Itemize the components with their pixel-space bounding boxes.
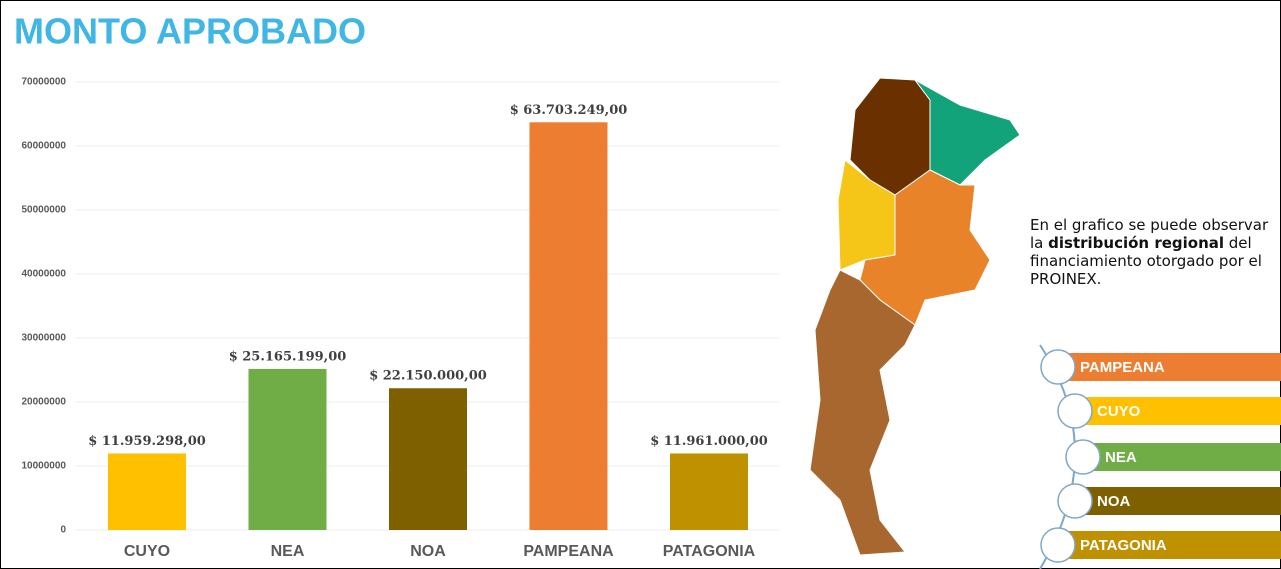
bar (670, 453, 748, 530)
bar (389, 388, 467, 530)
x-tick-label: PATAGONIA (663, 543, 756, 560)
value-label: $ 11.961.000,00 (650, 434, 768, 449)
value-label: $ 22.150.000,00 (369, 369, 487, 384)
legend-bar (1058, 353, 1281, 381)
legend-bar (1058, 531, 1281, 559)
y-tick-label: 60000000 (22, 141, 67, 152)
legend-bar (1083, 443, 1281, 471)
map-nea (914, 79, 1021, 186)
bar (529, 122, 608, 531)
legend-label: NOA (1097, 493, 1131, 510)
note: En el grafico se puede observar la distr… (1030, 216, 1280, 288)
legend-circle (1057, 483, 1093, 519)
y-tick-label: 10000000 (22, 461, 67, 472)
y-tick-label: 0 (60, 525, 66, 536)
legend-circle (1057, 393, 1093, 429)
value-label: $ 11.959.298,00 (88, 434, 206, 449)
legend-bar (1075, 487, 1281, 515)
legend-bar (1075, 397, 1281, 425)
y-tick-label: 40000000 (22, 269, 67, 280)
x-tick-label: CUYO (124, 543, 170, 560)
note-bold: distribución regional (1048, 234, 1225, 252)
x-tick-label: PAMPEANA (523, 543, 614, 560)
legend-label: PATAGONIA (1080, 537, 1167, 554)
value-label: $ 63.703.249,00 (510, 103, 628, 118)
y-tick-label: 30000000 (22, 333, 67, 344)
value-label: $ 25.165.199,00 (229, 349, 347, 364)
legend-label: CUYO (1097, 403, 1141, 420)
map-pampeana (859, 169, 991, 326)
y-tick-label: 20000000 (22, 397, 67, 408)
note-text: En el grafico se puede observar la (1030, 216, 1269, 252)
y-tick-label: 50000000 (22, 205, 67, 216)
map (809, 77, 1021, 556)
legend-label: NEA (1105, 449, 1137, 466)
legend-circle (1040, 527, 1076, 563)
legend-circle (1040, 349, 1076, 385)
bar (248, 368, 327, 530)
y-tick-label: 70000000 (22, 77, 67, 88)
bar (108, 453, 186, 530)
chart-title: MONTO APROBADO (14, 11, 366, 52)
legend-label: PAMPEANA (1080, 359, 1165, 376)
x-tick-label: NOA (410, 543, 446, 560)
legend-circle (1065, 439, 1101, 475)
x-tick-label: NEA (271, 543, 305, 560)
note-text: del financiamiento otorgado por el PROIN… (1030, 234, 1262, 288)
map-patagonia (809, 269, 916, 556)
